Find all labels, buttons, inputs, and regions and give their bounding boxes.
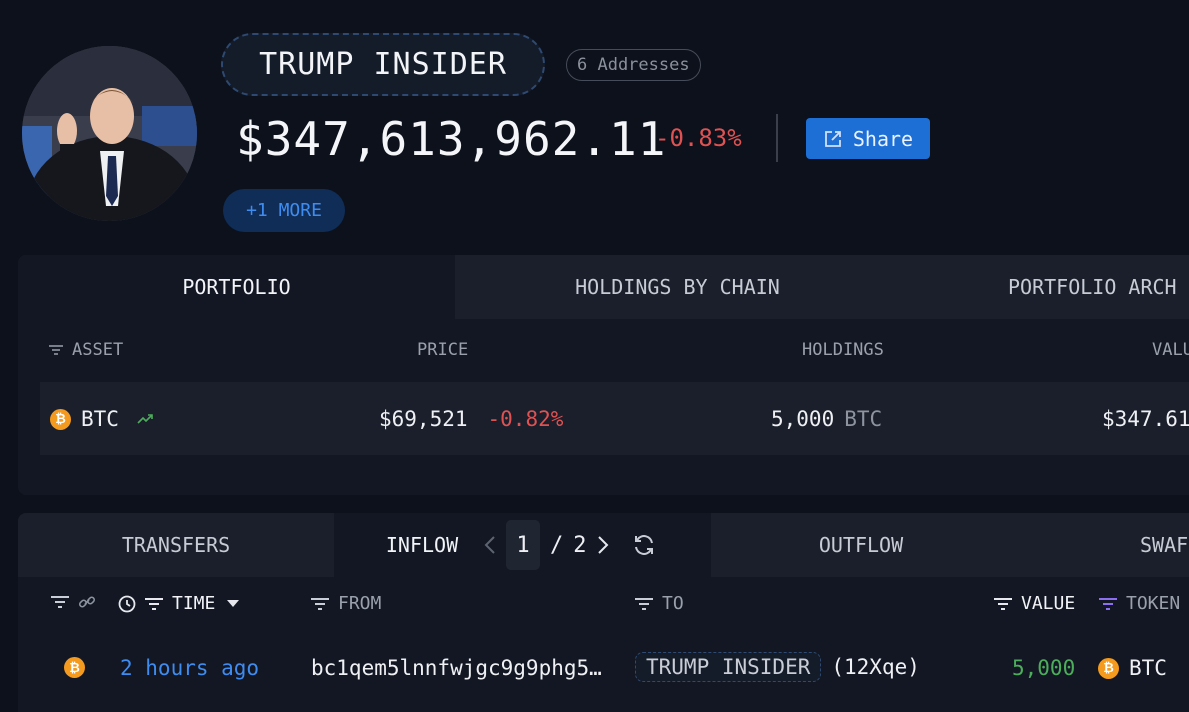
column-header-value[interactable]: VALU (1152, 340, 1189, 360)
to-cell[interactable]: TRUMP INSIDER (12Xqe) (635, 652, 920, 682)
filter-icon (50, 594, 70, 610)
share-icon (823, 129, 843, 149)
asset-symbol: BTC (81, 407, 119, 431)
transfer-value: 5,000 (1012, 656, 1076, 680)
holdings-unit: BTC (844, 407, 883, 431)
page-current[interactable]: 1 (506, 520, 540, 570)
column-price-label: PRICE (417, 340, 469, 360)
value-cell: $347.61 (1102, 407, 1189, 431)
price-cell: $69,521 -0.82% (379, 407, 563, 431)
refresh-icon[interactable] (632, 533, 656, 557)
tab-portfolio-label: PORTFOLIO (182, 275, 291, 299)
filter-icon (48, 343, 64, 357)
filter-icon (310, 596, 330, 612)
bitcoin-icon: ₿ (64, 657, 85, 678)
token-cell[interactable]: ₿ BTC (1098, 656, 1167, 680)
balance-change: -0.83% (655, 124, 742, 152)
entity-name-pill[interactable]: TRUMP INSIDER (221, 33, 545, 96)
portfolio-tabbar: PORTFOLIO HOLDINGS BY CHAIN PORTFOLIO AR… (18, 255, 1189, 319)
caret-down-icon (227, 599, 240, 608)
asset-cell[interactable]: ₿ BTC (50, 407, 153, 431)
token-symbol: BTC (1129, 656, 1167, 680)
bitcoin-icon: ₿ (1098, 657, 1119, 679)
column-holdings-label: HOLDINGS (802, 340, 884, 360)
column-header-asset[interactable]: ASSET (48, 340, 123, 360)
holding-value: $347.61 (1102, 407, 1189, 431)
column-header-holdings[interactable]: HOLDINGS (802, 340, 884, 360)
filter-icon (144, 596, 164, 612)
column-header-filters[interactable] (50, 593, 96, 611)
tab-swaps[interactable]: SWAF (1140, 513, 1189, 577)
chevron-left-icon[interactable] (484, 535, 496, 555)
share-button[interactable]: Share (806, 118, 930, 159)
to-address-suffix: (12Xqe) (831, 655, 920, 679)
tab-portfolio-archive-label: PORTFOLIO ARCH (1008, 275, 1177, 299)
bitcoin-icon: ₿ (50, 408, 71, 430)
tab-outflow[interactable]: OUTFLOW (711, 513, 1011, 577)
entity-avatar (22, 46, 197, 221)
tab-inflow-label: INFLOW (385, 533, 459, 557)
page-separator: / (550, 532, 564, 558)
tab-inflow-label-wrap: INFLOW (382, 513, 462, 577)
column-to-label: TO (662, 593, 684, 614)
price-change: -0.82% (487, 407, 564, 431)
page-total: 2 (573, 532, 587, 558)
table-row[interactable] (40, 382, 1189, 455)
column-header-time[interactable]: TIME (118, 593, 240, 614)
clock-icon (118, 595, 136, 613)
tab-portfolio[interactable]: PORTFOLIO (18, 255, 455, 319)
holdings-cell: 5,000 BTC (771, 407, 882, 431)
column-header-to[interactable]: TO (634, 593, 684, 614)
holdings-amount: 5,000 (771, 407, 835, 431)
column-value-label: VALU (1152, 340, 1189, 360)
address-count-label: 6 Addresses (577, 55, 690, 75)
chevron-right-icon[interactable] (597, 535, 609, 555)
link-icon (78, 593, 96, 611)
header-divider (776, 114, 778, 162)
to-entity-tag[interactable]: TRUMP INSIDER (635, 652, 822, 682)
tab-holdings-by-chain[interactable]: HOLDINGS BY CHAIN (455, 255, 900, 319)
column-header-value[interactable]: VALUE (993, 593, 1075, 614)
pagination: 1 / 2 (484, 513, 609, 577)
time-link[interactable]: 2 hours ago (120, 656, 260, 680)
filter-icon (634, 596, 654, 612)
total-balance: $347,613,962.11 (236, 112, 667, 166)
address-count-badge[interactable]: 6 Addresses (566, 49, 701, 81)
column-asset-label: ASSET (72, 340, 124, 360)
tab-transfers-label: TRANSFERS (121, 533, 231, 557)
transfers-tabbar: TRANSFERS INFLOW 1 / 2 OUTFLOW SWAF (18, 513, 1189, 577)
column-token-label: TOKEN (1126, 593, 1181, 614)
column-from-label: FROM (338, 593, 382, 614)
more-label: +1 MORE (246, 200, 322, 221)
tab-transfers[interactable]: TRANSFERS (18, 513, 334, 577)
trend-up-icon (137, 413, 153, 425)
filter-icon (993, 596, 1013, 612)
entity-name: TRUMP INSIDER (259, 47, 507, 82)
column-header-token[interactable]: TOKEN (1098, 593, 1180, 614)
more-entities-button[interactable]: +1 MORE (223, 189, 345, 232)
column-time-label: TIME (172, 593, 216, 614)
chain-cell: ₿ (64, 657, 85, 678)
column-header-from[interactable]: FROM (310, 593, 381, 614)
column-header-price[interactable]: PRICE (417, 340, 468, 360)
tab-holdings-by-chain-label: HOLDINGS BY CHAIN (575, 275, 780, 299)
column-value-label: VALUE (1021, 593, 1076, 614)
asset-price: $69,521 (379, 407, 468, 431)
tab-outflow-label: OUTFLOW (818, 533, 904, 557)
from-address[interactable]: bc1qem5lnnfwjgc9g9phg5… (311, 656, 602, 680)
filter-icon (1098, 596, 1118, 612)
tab-swaps-label: SWAF (1140, 533, 1189, 557)
share-label: Share (852, 126, 914, 151)
tab-portfolio-archive[interactable]: PORTFOLIO ARCH (1008, 255, 1189, 319)
